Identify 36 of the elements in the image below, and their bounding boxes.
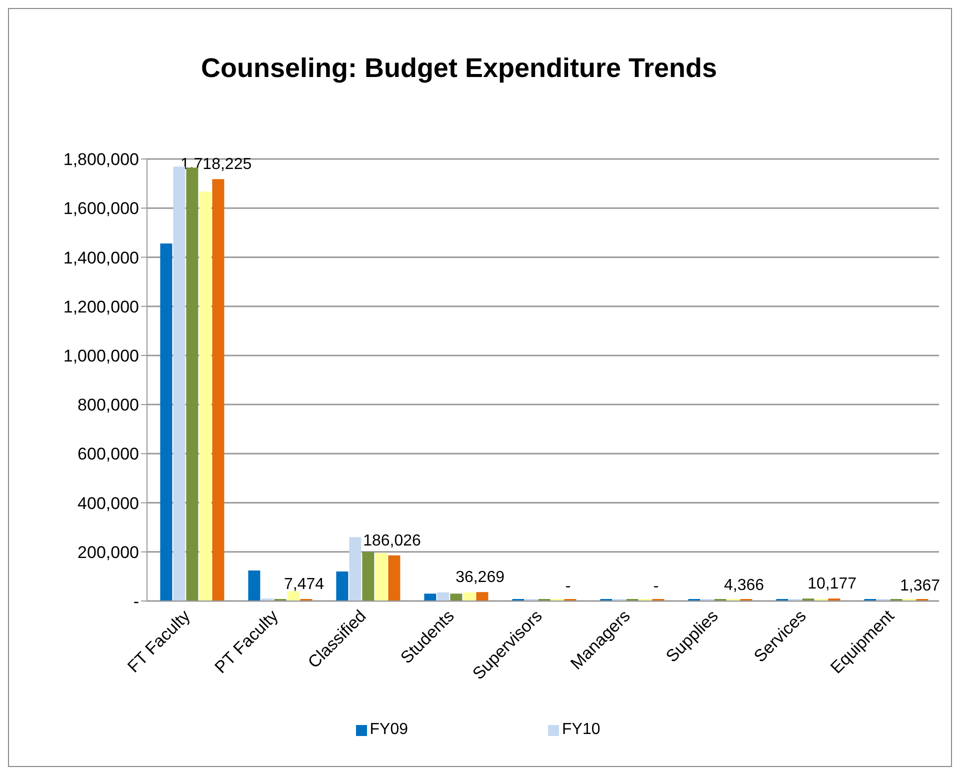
data-label: 1,367: [900, 578, 940, 595]
bar: [463, 592, 476, 601]
data-label: -: [565, 578, 571, 595]
data-label: 4,366: [724, 576, 764, 594]
y-tick-label: 1,400,000: [63, 248, 139, 268]
bar: [375, 553, 388, 601]
data-label: 10,177: [808, 576, 857, 592]
data-label: -: [653, 578, 659, 595]
bar: [450, 594, 462, 601]
bar: [424, 594, 436, 601]
y-tick-label: 400,000: [78, 494, 139, 513]
y-tick-label: 600,000: [78, 444, 139, 464]
bar: [349, 537, 362, 601]
bar: [388, 555, 400, 601]
chart-title: Counseling: Budget Expenditure Trends: [200, 53, 718, 84]
bar: [212, 179, 224, 601]
bar: [476, 592, 488, 601]
y-tick-label: 1,000,000: [63, 346, 139, 366]
data-label: 36,269: [456, 569, 505, 586]
y-tick-label: 1,800,000: [63, 150, 139, 170]
y-tick-label: 1,600,000: [63, 199, 139, 218]
data-label: 186,026: [363, 532, 422, 550]
y-tick-label: -: [133, 592, 139, 612]
y-tick-label: 1,200,000: [63, 297, 139, 316]
bar: [248, 570, 260, 601]
data-label: 7,474: [284, 576, 324, 594]
y-tick-label: 200,000: [78, 542, 139, 562]
bar: [437, 592, 450, 601]
bar: [362, 552, 374, 601]
legend-label: FY09: [370, 721, 408, 739]
legend-label: FY10: [562, 721, 600, 739]
y-tick-label: 800,000: [78, 396, 139, 415]
bar: [160, 243, 172, 601]
bar: [287, 591, 300, 601]
bar: [199, 192, 212, 601]
bar: [336, 572, 348, 601]
